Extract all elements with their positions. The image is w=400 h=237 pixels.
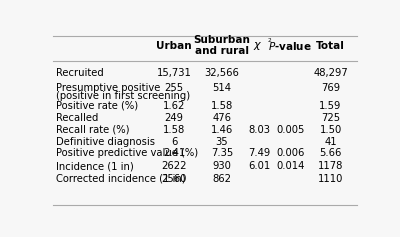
Text: 1.46: 1.46 [211, 125, 233, 135]
Text: 249: 249 [164, 113, 184, 123]
Text: 1.50: 1.50 [320, 125, 342, 135]
Text: 514: 514 [212, 83, 232, 93]
Text: 7.35: 7.35 [211, 148, 233, 159]
Text: 8.03: 8.03 [248, 125, 270, 135]
Text: Suburban: Suburban [194, 35, 250, 45]
Text: 15,731: 15,731 [156, 68, 192, 78]
Text: 2622: 2622 [161, 161, 187, 171]
Text: $^2$: $^2$ [267, 37, 272, 46]
Text: 1178: 1178 [318, 161, 343, 171]
Text: 769: 769 [321, 83, 340, 93]
Text: 32,566: 32,566 [205, 68, 240, 78]
Text: Presumptive positive: Presumptive positive [56, 83, 160, 93]
Text: 48,297: 48,297 [313, 68, 348, 78]
Text: Urban: Urban [156, 41, 192, 51]
Text: Positive predictive value (%): Positive predictive value (%) [56, 148, 198, 159]
Text: Recalled: Recalled [56, 113, 98, 123]
Text: Total: Total [316, 41, 345, 51]
Text: 6.01: 6.01 [248, 161, 270, 171]
Text: (positive in first screening): (positive in first screening) [56, 91, 190, 101]
Text: 1.58: 1.58 [211, 101, 233, 111]
Text: 476: 476 [212, 113, 232, 123]
Text: 1.58: 1.58 [163, 125, 185, 135]
Text: 725: 725 [321, 113, 340, 123]
Text: 0.006: 0.006 [276, 148, 304, 159]
Text: 5.66: 5.66 [319, 148, 342, 159]
Text: 1.62: 1.62 [163, 101, 185, 111]
Text: Recall rate (%): Recall rate (%) [56, 125, 130, 135]
Text: $\it{P}$-value: $\it{P}$-value [268, 40, 312, 52]
Text: 1110: 1110 [318, 174, 343, 184]
Text: $\chi$: $\chi$ [253, 40, 262, 52]
Text: 0.005: 0.005 [276, 125, 304, 135]
Text: 2560: 2560 [161, 174, 187, 184]
Text: Recruited: Recruited [56, 68, 104, 78]
Text: 35: 35 [216, 137, 228, 146]
Text: 7.49: 7.49 [248, 148, 270, 159]
Text: Incidence (1 in): Incidence (1 in) [56, 161, 134, 171]
Text: 930: 930 [213, 161, 232, 171]
Text: 862: 862 [212, 174, 232, 184]
Text: Corrected incidence (1 in): Corrected incidence (1 in) [56, 174, 186, 184]
Text: 41: 41 [324, 137, 337, 146]
Text: and rural: and rural [195, 46, 249, 56]
Text: 2.41: 2.41 [163, 148, 185, 159]
Text: Positive rate (%): Positive rate (%) [56, 101, 138, 111]
Text: 1.59: 1.59 [319, 101, 342, 111]
Text: 6: 6 [171, 137, 177, 146]
Text: 255: 255 [164, 83, 184, 93]
Text: Definitive diagnosis: Definitive diagnosis [56, 137, 155, 146]
Text: 0.014: 0.014 [276, 161, 304, 171]
